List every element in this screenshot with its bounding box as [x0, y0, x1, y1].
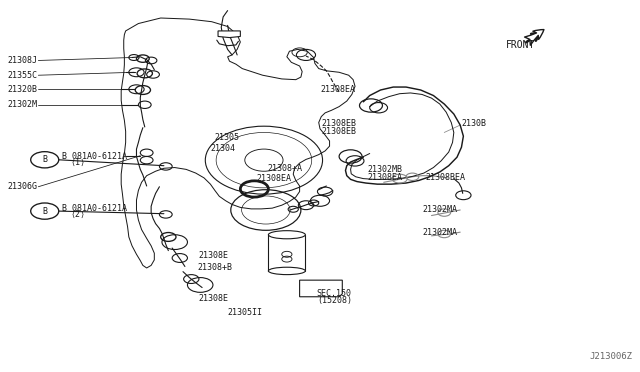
Text: 21302MB: 21302MB: [368, 165, 403, 174]
Text: FRONT: FRONT: [506, 39, 536, 49]
Text: B 081A0-6121A: B 081A0-6121A: [62, 152, 127, 161]
Text: ⟨2⟩: ⟨2⟩: [70, 210, 85, 219]
Text: 21302MA: 21302MA: [422, 205, 457, 215]
Text: SEC.150: SEC.150: [317, 289, 352, 298]
Text: 21302M: 21302M: [8, 100, 38, 109]
Text: (15208): (15208): [317, 296, 352, 305]
Text: 21305: 21305: [215, 133, 240, 142]
Text: 21308EA: 21308EA: [368, 173, 403, 182]
Text: B: B: [42, 206, 47, 216]
Ellipse shape: [268, 267, 305, 275]
Text: B: B: [42, 155, 47, 164]
Text: ⟨1⟩: ⟨1⟩: [70, 158, 85, 167]
Text: 2130B: 2130B: [461, 119, 486, 128]
Polygon shape: [218, 31, 241, 38]
Text: 21308J: 21308J: [8, 56, 38, 65]
Text: 21305II: 21305II: [228, 308, 262, 317]
Text: 21304: 21304: [211, 144, 236, 153]
Text: 21308+A: 21308+A: [268, 164, 303, 173]
Text: 21306G: 21306G: [8, 182, 38, 191]
Text: 21308+B: 21308+B: [198, 263, 233, 272]
Text: 21320B: 21320B: [8, 85, 38, 94]
Text: 21302MA: 21302MA: [422, 228, 457, 237]
Text: 21308EA: 21308EA: [256, 174, 291, 183]
Text: 21308EB: 21308EB: [321, 127, 356, 136]
Text: 21308E: 21308E: [199, 251, 229, 260]
Text: J213006Z: J213006Z: [589, 352, 632, 361]
Text: 21308BEA: 21308BEA: [425, 173, 465, 182]
Polygon shape: [300, 280, 342, 297]
Text: 21308EB: 21308EB: [321, 119, 356, 128]
Text: 21308EA: 21308EA: [320, 85, 355, 94]
Text: 21355C: 21355C: [8, 71, 38, 80]
Text: B 081A0-6121A: B 081A0-6121A: [62, 203, 127, 213]
Text: 21308E: 21308E: [199, 294, 229, 303]
